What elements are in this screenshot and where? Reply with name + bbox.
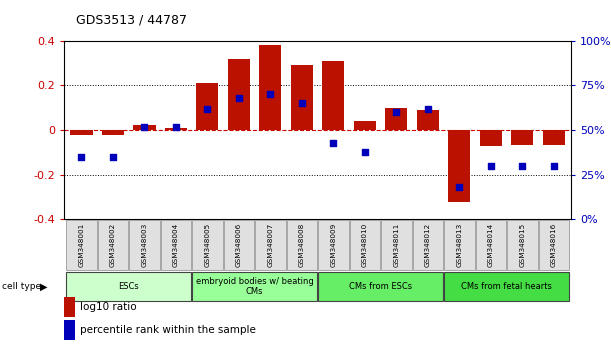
FancyBboxPatch shape (255, 220, 285, 270)
Text: GSM348016: GSM348016 (551, 223, 557, 267)
FancyBboxPatch shape (192, 220, 222, 270)
FancyBboxPatch shape (476, 220, 506, 270)
Text: GSM348013: GSM348013 (456, 223, 463, 267)
Bar (511, 130, 533, 145)
Text: CMs from ESCs: CMs from ESCs (349, 282, 412, 291)
FancyBboxPatch shape (444, 272, 569, 301)
Bar (448, 130, 470, 201)
Point (139, 124, 149, 129)
Bar (70, 130, 92, 135)
Point (329, 140, 338, 145)
Text: GSM348012: GSM348012 (425, 223, 431, 267)
FancyBboxPatch shape (318, 272, 443, 301)
FancyBboxPatch shape (98, 220, 128, 270)
FancyBboxPatch shape (224, 220, 254, 270)
FancyBboxPatch shape (287, 220, 317, 270)
Text: GSM348015: GSM348015 (519, 223, 525, 267)
FancyBboxPatch shape (192, 272, 317, 301)
Text: GSM348004: GSM348004 (173, 223, 179, 267)
Point (360, 149, 370, 154)
Bar (386, 108, 408, 130)
Text: GSM348005: GSM348005 (205, 223, 210, 267)
Point (108, 154, 118, 160)
Point (455, 184, 464, 190)
Text: embryoid bodies w/ beating
CMs: embryoid bodies w/ beating CMs (196, 277, 313, 296)
Text: GSM348008: GSM348008 (299, 223, 305, 267)
Text: GSM348006: GSM348006 (236, 223, 242, 267)
Point (203, 106, 213, 112)
FancyBboxPatch shape (413, 220, 443, 270)
FancyBboxPatch shape (507, 220, 538, 270)
Point (423, 106, 433, 112)
Bar (480, 130, 502, 146)
Text: GSM348001: GSM348001 (78, 223, 84, 267)
Bar (543, 130, 565, 145)
Text: GSM348003: GSM348003 (142, 223, 147, 267)
Bar (102, 130, 124, 135)
Text: GSM348010: GSM348010 (362, 223, 368, 267)
Text: ▶: ▶ (40, 282, 48, 292)
Text: CMs from fetal hearts: CMs from fetal hearts (461, 282, 552, 291)
FancyBboxPatch shape (318, 220, 349, 270)
Bar (354, 121, 376, 130)
Bar (165, 128, 187, 130)
Text: cell type: cell type (2, 282, 41, 291)
FancyBboxPatch shape (67, 220, 97, 270)
Bar (291, 65, 313, 130)
FancyBboxPatch shape (130, 220, 159, 270)
Text: GDS3513 / 44787: GDS3513 / 44787 (76, 13, 188, 27)
Bar (417, 110, 439, 130)
Bar (133, 125, 156, 130)
Text: percentile rank within the sample: percentile rank within the sample (80, 325, 256, 335)
Bar (260, 45, 282, 130)
FancyBboxPatch shape (381, 220, 412, 270)
FancyBboxPatch shape (350, 220, 380, 270)
Bar (197, 83, 219, 130)
FancyBboxPatch shape (539, 220, 569, 270)
Point (76, 154, 86, 160)
Point (234, 95, 244, 101)
Point (518, 163, 527, 169)
Bar (228, 58, 250, 130)
Text: GSM348011: GSM348011 (393, 223, 400, 267)
Text: log10 ratio: log10 ratio (80, 302, 137, 312)
FancyBboxPatch shape (161, 220, 191, 270)
Text: GSM348002: GSM348002 (110, 223, 116, 267)
FancyBboxPatch shape (67, 272, 191, 301)
Point (266, 92, 276, 97)
Bar (323, 61, 345, 130)
Text: GSM348007: GSM348007 (268, 223, 274, 267)
Text: GSM348014: GSM348014 (488, 223, 494, 267)
Point (171, 124, 181, 129)
Text: ESCs: ESCs (119, 282, 139, 291)
FancyBboxPatch shape (444, 220, 475, 270)
Point (486, 163, 496, 169)
Point (392, 109, 401, 115)
Point (297, 101, 307, 106)
Text: GSM348009: GSM348009 (331, 223, 337, 267)
Point (549, 163, 559, 169)
